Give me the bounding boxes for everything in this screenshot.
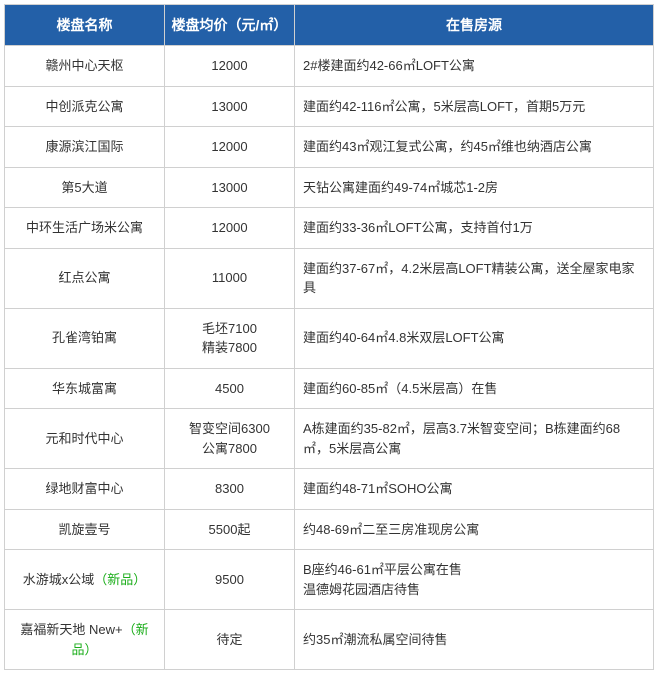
cell-price: 5500起: [165, 509, 295, 550]
cell-name: 第5大道: [5, 167, 165, 208]
property-name: 第5大道: [61, 180, 107, 195]
cell-desc: 建面约43㎡观江复式公寓，约45㎡维也纳酒店公寓: [295, 127, 654, 168]
cell-price: 9500: [165, 550, 295, 610]
cell-price: 12000: [165, 46, 295, 87]
property-name: 孔雀湾铂寓: [52, 330, 117, 345]
table-row: 元和时代中心 智变空间6300公寓7800A栋建面约35-82㎡，层高3.7米智变…: [5, 409, 654, 469]
cell-price: 12000: [165, 127, 295, 168]
new-tag: （新品）: [94, 572, 146, 587]
header-desc: 在售房源: [295, 5, 654, 46]
cell-desc: 约35㎡潮流私属空间待售: [295, 610, 654, 670]
header-price: 楼盘均价（元/㎡）: [165, 5, 295, 46]
header-row: 楼盘名称 楼盘均价（元/㎡） 在售房源: [5, 5, 654, 46]
cell-price: 13000: [165, 86, 295, 127]
property-name: 华东城富寓: [52, 381, 117, 396]
cell-name: 红点公寓: [5, 248, 165, 308]
cell-desc: 建面约48-71㎡SOHO公寓: [295, 469, 654, 510]
cell-desc: 天钻公寓建面约49-74㎡城芯1-2房: [295, 167, 654, 208]
cell-name: 康源滨江国际: [5, 127, 165, 168]
cell-name: 绿地财富中心: [5, 469, 165, 510]
table-row: 中创派克公寓 13000建面约42-116㎡公寓，5米层高LOFT，首期5万元: [5, 86, 654, 127]
cell-price: 12000: [165, 208, 295, 249]
cell-name: 水游城x公域（新品）: [5, 550, 165, 610]
cell-name: 中创派克公寓: [5, 86, 165, 127]
property-table: 楼盘名称 楼盘均价（元/㎡） 在售房源 赣州中心天枢120002#楼建面约42-…: [4, 4, 654, 670]
property-name: 中创派克公寓: [45, 99, 123, 114]
property-name: 元和时代中心: [45, 431, 123, 446]
cell-desc: 建面约60-85㎡（4.5米层高）在售: [295, 368, 654, 409]
cell-desc: 约48-69㎡二至三房准现房公寓: [295, 509, 654, 550]
property-name: 凯旋壹号: [58, 522, 110, 537]
property-name: 绿地财富中心: [45, 481, 123, 496]
cell-price: 毛坯7100精装7800: [165, 308, 295, 368]
cell-name: 赣州中心天枢: [5, 46, 165, 87]
table-row: 绿地财富中心 8300建面约48-71㎡SOHO公寓: [5, 469, 654, 510]
cell-name: 凯旋壹号: [5, 509, 165, 550]
table-row: 康源滨江国际 12000建面约43㎡观江复式公寓，约45㎡维也纳酒店公寓: [5, 127, 654, 168]
cell-price: 智变空间6300公寓7800: [165, 409, 295, 469]
cell-price: 13000: [165, 167, 295, 208]
cell-price: 待定: [165, 610, 295, 670]
table-row: 第5大道 13000天钻公寓建面约49-74㎡城芯1-2房: [5, 167, 654, 208]
header-name: 楼盘名称: [5, 5, 165, 46]
table-row: 嘉福新天地 New+（新品）待定约35㎡潮流私属空间待售: [5, 610, 654, 670]
cell-price: 11000: [165, 248, 295, 308]
table-row: 水游城x公域（新品）9500B座约46-61㎡平层公寓在售温德姆花园酒店待售: [5, 550, 654, 610]
table-row: 凯旋壹号 5500起约48-69㎡二至三房准现房公寓: [5, 509, 654, 550]
cell-desc: 建面约40-64㎡4.8米双层LOFT公寓: [295, 308, 654, 368]
cell-name: 中环生活广场米公寓: [5, 208, 165, 249]
cell-desc: 建面约42-116㎡公寓，5米层高LOFT，首期5万元: [295, 86, 654, 127]
property-name: 赣州中心天枢: [45, 58, 123, 73]
property-name: 中环生活广场米公寓: [26, 220, 143, 235]
table-row: 红点公寓 11000建面约37-67㎡，4.2米层高LOFT精装公寓，送全屋家电家…: [5, 248, 654, 308]
table-row: 赣州中心天枢 120002#楼建面约42-66㎡LOFT公寓: [5, 46, 654, 87]
cell-name: 嘉福新天地 New+（新品）: [5, 610, 165, 670]
table-row: 华东城富寓 4500建面约60-85㎡（4.5米层高）在售: [5, 368, 654, 409]
cell-desc: 2#楼建面约42-66㎡LOFT公寓: [295, 46, 654, 87]
cell-desc: 建面约33-36㎡LOFT公寓，支持首付1万: [295, 208, 654, 249]
cell-name: 华东城富寓: [5, 368, 165, 409]
property-name: 红点公寓: [58, 270, 110, 285]
property-name: 水游城x公域: [23, 572, 95, 587]
cell-desc: A栋建面约35-82㎡，层高3.7米智变空间；B栋建面约68 ㎡，5米层高公寓: [295, 409, 654, 469]
cell-name: 元和时代中心: [5, 409, 165, 469]
property-name: 康源滨江国际: [45, 139, 123, 154]
property-name: 嘉福新天地 New+: [20, 622, 122, 637]
cell-price: 4500: [165, 368, 295, 409]
table-row: 中环生活广场米公寓 12000建面约33-36㎡LOFT公寓，支持首付1万: [5, 208, 654, 249]
cell-desc: 建面约37-67㎡，4.2米层高LOFT精装公寓，送全屋家电家具: [295, 248, 654, 308]
cell-price: 8300: [165, 469, 295, 510]
table-row: 孔雀湾铂寓 毛坯7100精装7800建面约40-64㎡4.8米双层LOFT公寓: [5, 308, 654, 368]
cell-name: 孔雀湾铂寓: [5, 308, 165, 368]
cell-desc: B座约46-61㎡平层公寓在售温德姆花园酒店待售: [295, 550, 654, 610]
